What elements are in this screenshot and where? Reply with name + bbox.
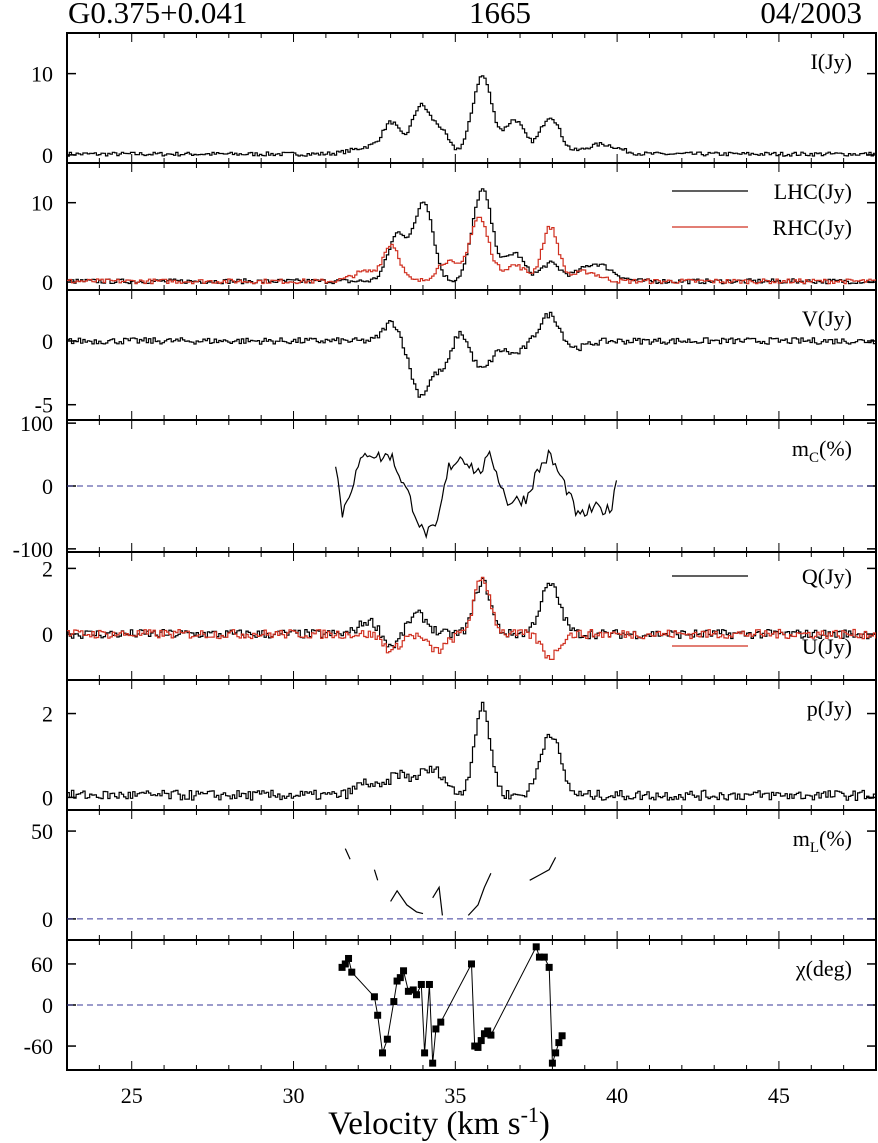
- chi-point: [421, 1049, 429, 1057]
- series-line-RHC(Jy): [67, 216, 876, 285]
- x-tick-label: 45: [768, 1083, 790, 1108]
- panel-label: V(Jy): [802, 306, 852, 331]
- panel-V: -5 0 V(Jy): [35, 289, 877, 421]
- panel-label: I(Jy): [810, 49, 852, 74]
- chi-point: [548, 1059, 556, 1067]
- panel-frame: [66, 289, 877, 421]
- series-segment: [467, 872, 492, 916]
- x-tick-label: 40: [606, 1083, 628, 1108]
- chi-point: [540, 953, 548, 961]
- panel-label: p(Jy): [807, 696, 852, 721]
- panel-label: mL(%): [793, 826, 852, 856]
- chi-point: [348, 968, 356, 976]
- x-axis-unit-superscript: -1: [520, 1102, 539, 1127]
- y-tick-label: 2: [42, 702, 53, 727]
- chi-point: [345, 954, 353, 962]
- chi-point: [379, 1049, 387, 1057]
- series-segment: [344, 848, 351, 860]
- x-tick-label: 35: [444, 1083, 466, 1108]
- series-line-m_C(%): [335, 448, 618, 540]
- chi-point: [341, 960, 349, 968]
- chi-point: [552, 1049, 560, 1057]
- series-line-LHC(Jy): [67, 188, 876, 285]
- chi-point: [474, 1043, 482, 1051]
- y-tick-label: 0: [42, 270, 53, 295]
- panel-frame: [66, 809, 877, 941]
- y-tick-label: 0: [42, 785, 53, 810]
- chi-point: [417, 980, 425, 988]
- series-segment: [529, 857, 557, 881]
- chi-point: [400, 967, 408, 975]
- epoch-date: 04/2003: [760, 0, 862, 30]
- chi-point: [468, 960, 475, 968]
- chi-point: [535, 953, 543, 961]
- y-tick-label: 60: [31, 952, 53, 977]
- panel-frame: [66, 32, 877, 164]
- source-name: G0.375+0.041: [68, 0, 248, 30]
- chi-point: [370, 993, 378, 1001]
- y-tick-label: -5: [35, 393, 53, 418]
- chi-point: [484, 1027, 492, 1035]
- chi-point: [412, 991, 420, 999]
- legend-label: Q(Jy): [802, 564, 852, 589]
- series-segment: [373, 869, 379, 881]
- legend-label: LHC(Jy): [774, 179, 852, 204]
- series-segment: [432, 885, 443, 916]
- chi-point: [558, 1032, 566, 1040]
- y-tick-label: 0: [42, 143, 53, 168]
- panel-frame: [66, 679, 877, 811]
- y-tick-label: 100: [20, 411, 53, 436]
- legend-label: U(Jy): [802, 634, 852, 659]
- series-line-U(Jy): [67, 576, 876, 660]
- y-tick-label: 0: [42, 329, 53, 354]
- x-axis-label: Velocity (km s: [328, 1106, 521, 1142]
- series-line-p(Jy): [67, 701, 876, 801]
- panel-frame: [66, 162, 877, 291]
- panel-I: 0 10 I(Jy): [31, 32, 877, 168]
- y-tick-label: 10: [31, 191, 53, 216]
- y-tick-label: -100: [13, 537, 53, 562]
- y-tick-label: 2: [42, 556, 53, 581]
- frequency-label: 1665: [469, 0, 531, 30]
- y-tick-label: 0: [42, 622, 53, 647]
- y-tick-label: 0: [42, 993, 53, 1018]
- panel-QU: 0 2 Q(Jy) U(Jy): [42, 551, 877, 681]
- chi-point: [487, 1031, 495, 1039]
- panel-label: χ(deg): [795, 956, 852, 981]
- chi-point: [532, 943, 540, 951]
- chi-point: [374, 1011, 382, 1019]
- series-segment: [390, 889, 424, 915]
- panel-mL: 0 50 mL(%): [31, 809, 877, 941]
- x-axis-label-close: ): [538, 1106, 550, 1142]
- series-line-I(Jy): [67, 75, 876, 157]
- y-tick-label: 50: [31, 819, 53, 844]
- chi-point: [409, 986, 417, 994]
- chi-point: [545, 963, 553, 971]
- y-tick-label: 0: [42, 907, 53, 932]
- chi-point: [555, 1039, 563, 1047]
- chi-point: [404, 987, 412, 995]
- x-tick-label: 25: [121, 1083, 143, 1108]
- legend-label: RHC(Jy): [773, 215, 852, 240]
- chi-point: [390, 998, 398, 1006]
- chi-point: [383, 1035, 391, 1043]
- panel-label: mC(%): [792, 436, 852, 466]
- panel-LHCRHC: 0 10 LHC(Jy) RHC(Jy): [31, 162, 877, 295]
- chi-point: [429, 1059, 437, 1067]
- chi-point: [396, 974, 404, 982]
- panel-mc: -100 0 100 mC(%): [13, 411, 877, 562]
- chi-point: [437, 1018, 445, 1026]
- panel-p: 0 2 p(Jy): [42, 679, 877, 811]
- chi-point: [432, 1025, 440, 1033]
- panel-chi: -60 0 60 χ(deg) 25 30 35 40 45: [24, 939, 877, 1108]
- x-tick-label: 30: [283, 1083, 305, 1108]
- chi-point: [425, 980, 433, 988]
- y-tick-label: 10: [31, 62, 53, 87]
- chi-point: [477, 1037, 485, 1045]
- y-tick-label: -60: [24, 1034, 53, 1059]
- x-axis-title: Velocity (km s-1): [0, 1102, 878, 1143]
- y-tick-label: 0: [42, 474, 53, 499]
- series-line-V(Jy): [67, 311, 876, 398]
